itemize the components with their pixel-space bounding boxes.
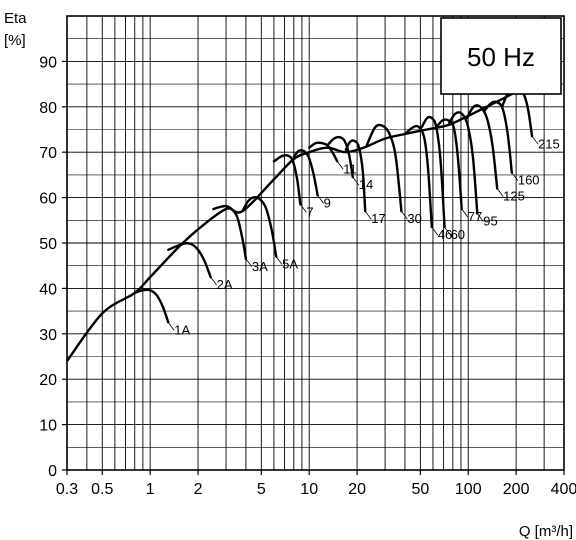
x-tick-label: 20 xyxy=(348,481,366,498)
curve-60 xyxy=(420,115,446,229)
curve-2A xyxy=(167,241,212,279)
x-tick-label: 50 xyxy=(411,481,429,498)
x-axis: 0.3 0.5 1 2 5 10 20 50 100 200 400 xyxy=(56,470,576,498)
curve-label-leader xyxy=(317,195,324,204)
curve-1A xyxy=(133,288,170,324)
efficiency-envelope-line xyxy=(66,87,522,362)
curve-label-leader xyxy=(496,188,504,197)
curve-label-125: 125 xyxy=(503,189,525,204)
curve-label-9: 9 xyxy=(324,195,331,210)
curve-17 xyxy=(344,139,367,213)
x-tick-label: 10 xyxy=(300,481,318,498)
curve-label-leader xyxy=(461,208,469,218)
pump-curves xyxy=(133,87,534,324)
x-tick-label: 1 xyxy=(146,481,155,498)
curve-label-14: 14 xyxy=(359,177,373,192)
frequency-badge: 50 Hz xyxy=(440,17,562,95)
y-tick-label: 50 xyxy=(39,236,57,253)
x-axis-title: Q [m³/h] xyxy=(519,523,573,540)
curve-160 xyxy=(483,100,513,174)
x-tick-label: 100 xyxy=(455,481,482,498)
curve-label-leader xyxy=(531,136,539,145)
curve-label-46: 46 xyxy=(438,227,452,242)
frequency-badge-text: 50 Hz xyxy=(467,42,535,72)
curve-label-77: 77 xyxy=(468,209,482,224)
x-tick-label: 2 xyxy=(194,481,203,498)
y-tick-label: 30 xyxy=(39,327,57,344)
y-tick-label: 0 xyxy=(48,463,57,480)
curve-label-leader xyxy=(210,276,217,286)
curve-label-leader xyxy=(431,226,439,236)
curve-label-leader xyxy=(336,161,344,170)
curve-label-160: 160 xyxy=(518,173,540,188)
y-tick-label: 20 xyxy=(39,372,57,389)
curve-label-leader xyxy=(245,258,253,268)
curve-label-2A: 2A xyxy=(217,277,233,292)
curve-label-1A: 1A xyxy=(174,322,190,337)
curve-label-17: 17 xyxy=(371,211,385,226)
curve-label-leader xyxy=(167,322,175,331)
y-axis: 0 10 20 30 40 50 60 70 80 90 xyxy=(39,54,67,480)
curve-label-60: 60 xyxy=(451,227,465,242)
y-axis-title: Eta xyxy=(4,10,27,27)
curve-14 xyxy=(326,135,354,179)
curve-label-leader xyxy=(476,213,484,222)
y-tick-label: 90 xyxy=(39,54,57,71)
y-axis-unit: [%] xyxy=(4,32,26,49)
y-tick-label: 60 xyxy=(39,191,57,208)
y-tick-label: 80 xyxy=(39,100,57,117)
curve-label-215: 215 xyxy=(538,136,560,151)
curve-label-95: 95 xyxy=(483,213,497,228)
y-tick-label: 70 xyxy=(39,145,57,162)
curve-label-leader xyxy=(364,210,372,220)
curve-label-3A: 3A xyxy=(252,259,268,274)
curve-9 xyxy=(292,148,319,197)
curve-label-leader xyxy=(444,226,451,236)
curve-label-leader xyxy=(275,256,283,265)
curve-label-leader xyxy=(511,172,519,181)
curve-label-11: 11 xyxy=(343,161,357,176)
curve-5A xyxy=(241,195,278,258)
curve-label-30: 30 xyxy=(407,211,421,226)
curve-label-leader xyxy=(352,176,360,186)
curve-label-5A: 5A xyxy=(282,257,298,272)
curve-30 xyxy=(365,123,403,213)
x-tick-label: 400 xyxy=(551,481,576,498)
curve-95 xyxy=(448,111,479,215)
curve-label-leader xyxy=(300,204,307,213)
x-tick-label: 0.3 xyxy=(56,481,78,498)
x-tick-label: 0.5 xyxy=(91,481,113,498)
curve-11 xyxy=(308,141,339,163)
y-tick-label: 10 xyxy=(39,418,57,435)
y-tick-label: 40 xyxy=(39,281,57,298)
curve-label-7: 7 xyxy=(306,204,313,219)
curve-3A xyxy=(212,204,248,261)
curve-77 xyxy=(435,118,463,211)
curve-label-leader xyxy=(401,210,408,220)
curve-46 xyxy=(403,124,433,229)
curve-7 xyxy=(272,153,302,206)
x-tick-label: 200 xyxy=(503,481,530,498)
x-tick-label: 5 xyxy=(257,481,266,498)
grid xyxy=(67,16,564,470)
